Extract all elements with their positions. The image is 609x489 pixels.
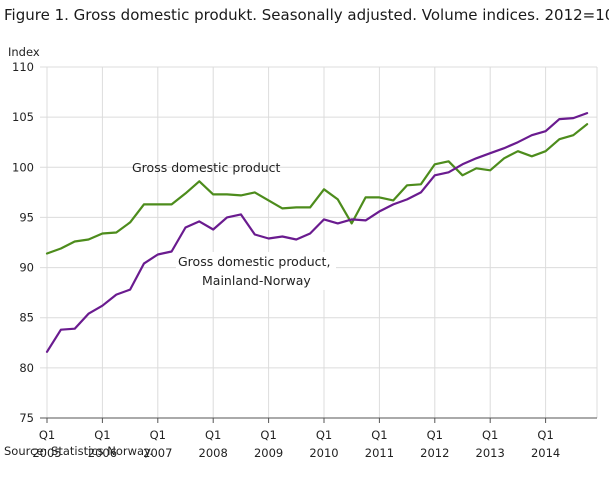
x-tick-year: 2005	[32, 446, 61, 460]
x-tick-quarter: Q1	[482, 428, 498, 442]
x-tick-quarter: Q1	[150, 428, 166, 442]
x-tick-year: 2006	[88, 446, 117, 460]
x-tick-year: 2012	[420, 446, 449, 460]
x-tick-quarter: Q1	[260, 428, 276, 442]
source-note: Source: Statistics Norway.	[4, 444, 153, 458]
x-tick-quarter: Q1	[427, 428, 443, 442]
x-tick-year: 2009	[254, 446, 283, 460]
series-line-gdp	[45, 123, 589, 255]
y-tick-label: 90	[19, 261, 34, 275]
y-tick-label: 85	[19, 311, 34, 325]
x-tick-quarter: Q1	[316, 428, 332, 442]
y-tick-label: 105	[12, 110, 34, 124]
x-tick-year: 2010	[309, 446, 338, 460]
series-label-mainland: Gross domestic product, Mainland-Norway	[176, 252, 336, 290]
x-tick-year: 2007	[143, 446, 172, 460]
y-axis-label: Index	[8, 45, 40, 59]
series-lines	[45, 111, 589, 353]
x-tick-quarter: Q1	[94, 428, 110, 442]
series-label-gdp: Gross domestic product	[132, 160, 281, 175]
axes	[40, 417, 597, 423]
x-tick-quarter: Q1	[371, 428, 387, 442]
x-tick-year: 2014	[531, 446, 560, 460]
y-tick-label: 80	[19, 361, 34, 375]
series-line-mainland	[45, 111, 589, 353]
y-tick-label: 100	[12, 160, 34, 174]
y-tick-label: 95	[19, 210, 34, 224]
x-tick-quarter: Q1	[39, 428, 55, 442]
x-tick-year: 2011	[365, 446, 394, 460]
y-tick-label: 110	[12, 60, 34, 74]
x-tick-year: 2008	[199, 446, 228, 460]
x-tick-quarter: Q1	[537, 428, 553, 442]
axis-labels: 110 105 100 95 90 85 80 75 Q1 2005 Q1 2006 Q1 2007 Q1 2…	[12, 60, 560, 460]
series-label-mainland-line2: Mainland-Norway	[202, 273, 311, 288]
grid-lines	[40, 66, 598, 418]
chart-title: Figure 1. Gross domestic produkt. Season…	[4, 6, 609, 24]
x-tick-quarter: Q1	[205, 428, 221, 442]
y-tick-label: 75	[19, 411, 34, 425]
x-tick-year: 2013	[476, 446, 505, 460]
series-label-mainland-line1: Gross domestic product,	[178, 254, 330, 269]
